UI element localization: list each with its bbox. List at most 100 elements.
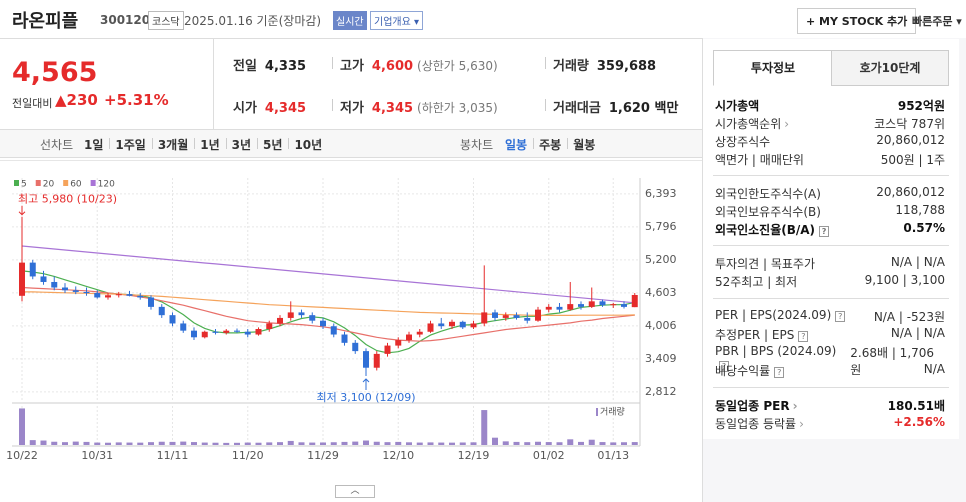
candle-body bbox=[244, 331, 251, 335]
info-row: 동일업종 PER 180.51배 bbox=[715, 397, 945, 414]
overview-button[interactable]: 기업개요 ▾ bbox=[370, 11, 423, 30]
volume-bar bbox=[19, 408, 25, 445]
moving-average bbox=[21, 270, 635, 354]
volume-bar bbox=[502, 441, 509, 445]
period-button[interactable]: 1년 bbox=[200, 138, 220, 152]
volume-bar bbox=[29, 440, 36, 445]
candle-body bbox=[470, 323, 477, 328]
low-arrow bbox=[362, 378, 370, 391]
y-tick-label: 2,812 bbox=[645, 385, 677, 398]
candle-body bbox=[610, 304, 617, 306]
info-label: 배당수익률 bbox=[715, 362, 784, 379]
info-row: 시가총액순위 코스닥 787위 bbox=[715, 115, 945, 132]
candle-body bbox=[545, 306, 552, 310]
info-value: N/A bbox=[923, 362, 945, 376]
info-label: PBR | BPS (2024.09) bbox=[715, 344, 850, 378]
candle-body bbox=[115, 294, 122, 296]
volume-bar bbox=[137, 442, 144, 445]
info-label: 외국인소진율(B/A) bbox=[715, 221, 829, 238]
candle-period-button[interactable]: 주봉 bbox=[539, 138, 562, 152]
info-value: N/A | -523원 bbox=[873, 310, 945, 324]
volume-bar bbox=[363, 440, 369, 445]
candle-chart-label: 봉차트 bbox=[460, 138, 494, 152]
quote-value: 4,600 bbox=[371, 59, 414, 74]
period-button[interactable]: 1주일 bbox=[115, 138, 146, 152]
legend-label: 20 bbox=[43, 180, 55, 190]
group-divider bbox=[713, 298, 949, 299]
candle-body bbox=[599, 301, 606, 306]
x-tick-label: 11/11 bbox=[157, 449, 189, 462]
candle-body bbox=[492, 312, 498, 318]
info-value: 20,860,012 bbox=[876, 185, 945, 199]
volume-bar bbox=[94, 442, 101, 445]
volume-bar bbox=[621, 442, 627, 445]
candle-body bbox=[459, 321, 466, 328]
candle-period-button[interactable]: 월봉 bbox=[573, 138, 596, 152]
period-button[interactable]: 3개월 bbox=[157, 138, 189, 152]
period-button[interactable]: 5년 bbox=[263, 138, 283, 152]
change-pct: +5.31% bbox=[104, 91, 169, 109]
collapse-button[interactable]: ︿ bbox=[335, 485, 375, 498]
info-value: 코스닥 787위 bbox=[874, 117, 945, 131]
volume-bar bbox=[578, 441, 584, 445]
quote-label: 거래량 bbox=[553, 59, 589, 74]
info-value: 500원 | 1주 bbox=[880, 153, 945, 167]
x-tick-label: 11/20 bbox=[232, 449, 264, 462]
y-tick-label: 4,006 bbox=[645, 319, 677, 332]
volume-bar bbox=[470, 442, 477, 445]
candle-body bbox=[137, 295, 144, 298]
volume-bar bbox=[212, 442, 219, 445]
legend-label: 60 bbox=[70, 180, 82, 190]
separator bbox=[545, 57, 546, 69]
x-tick-label: 12/19 bbox=[458, 449, 490, 462]
info-label: 동일업종 등락률 bbox=[715, 415, 804, 432]
realtime-badge[interactable]: 실시간 bbox=[333, 11, 367, 30]
volume-bar bbox=[105, 442, 111, 445]
candle-period-button[interactable]: 일봉 bbox=[505, 138, 528, 152]
info-value: 0.57% bbox=[903, 221, 945, 235]
quote-label: 저가 bbox=[340, 101, 364, 116]
change-label: 전일대비 bbox=[12, 97, 53, 110]
current-price: 4,565 bbox=[12, 57, 98, 88]
candle-body bbox=[513, 315, 520, 318]
quote-cell: 시가 4,345 bbox=[233, 97, 306, 116]
quote-cell: 거래량 359,688 bbox=[553, 55, 656, 74]
candle-body bbox=[481, 312, 488, 324]
candle-body bbox=[94, 293, 101, 298]
quote-label: 시가 bbox=[233, 101, 257, 116]
quote-value: 4,345 bbox=[264, 101, 307, 116]
info-row: PER | EPS(2024.09) N/A | -523원 bbox=[715, 308, 945, 325]
candle-body bbox=[169, 315, 176, 324]
candle-body bbox=[363, 351, 369, 368]
tab[interactable]: 투자정보 bbox=[713, 50, 833, 86]
quick-order[interactable]: 빠른주문 ▾ bbox=[912, 15, 962, 28]
period-button[interactable]: 10년 bbox=[294, 138, 323, 152]
candle-body bbox=[212, 331, 219, 333]
quote-label: 고가 bbox=[340, 59, 364, 74]
volume-bar bbox=[588, 439, 595, 445]
y-tick-label: 6,393 bbox=[645, 187, 677, 200]
candle-body bbox=[416, 331, 423, 335]
volume-bar bbox=[449, 442, 455, 445]
volume-bar bbox=[330, 442, 337, 445]
tab[interactable]: 호가10단계 bbox=[831, 50, 949, 86]
info-row: 외국인한도주식수(A) 20,860,012 bbox=[715, 185, 945, 202]
mystock-button[interactable]: + MY STOCK 추가 bbox=[797, 8, 917, 34]
legend-swatch bbox=[35, 180, 41, 186]
quote-label: 거래대금 bbox=[553, 101, 601, 116]
volume-bar bbox=[244, 442, 251, 445]
quote-note: (하한가 3,035) bbox=[417, 101, 498, 115]
candle-body bbox=[395, 340, 402, 346]
volume-bar bbox=[158, 441, 165, 445]
moving-average bbox=[21, 286, 635, 342]
period-button[interactable]: 1일 bbox=[84, 138, 104, 152]
candle-body bbox=[180, 323, 187, 331]
info-value: 9,100 | 3,100 bbox=[864, 273, 945, 287]
volume-bar bbox=[83, 441, 90, 445]
candle-body bbox=[588, 301, 595, 307]
info-label: 52주최고 | 최저 bbox=[715, 275, 798, 289]
period-button[interactable]: 3년 bbox=[231, 138, 252, 152]
high-arrow bbox=[18, 205, 26, 216]
volume-bar bbox=[352, 441, 359, 445]
